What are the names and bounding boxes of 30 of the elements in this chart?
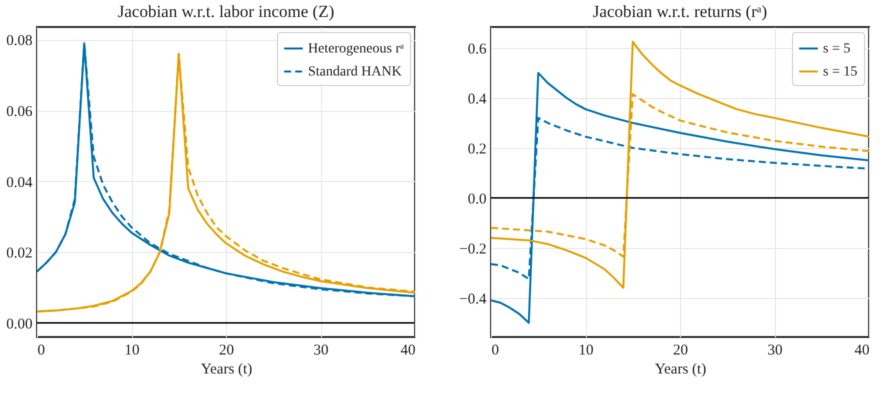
y-tick-label: 0.00 xyxy=(6,316,32,332)
y-tick-label: −0.2 xyxy=(459,241,486,258)
legend-label: s = 5 xyxy=(823,42,850,56)
line-series xyxy=(491,40,869,289)
legend-label: Standard HANK xyxy=(308,64,402,80)
y-tick-label: 0.2 xyxy=(468,141,486,158)
x-tick-label: 10 xyxy=(578,342,594,358)
x-axis-title: Years (t) xyxy=(654,362,706,378)
x-tick-label: 40 xyxy=(854,342,870,358)
x-tick-label: 0 xyxy=(492,342,499,358)
chart-title: Jacobian w.r.t. returns (rᵃ) xyxy=(592,2,768,21)
y-tick-label: 0.6 xyxy=(468,41,487,58)
x-tick-label: 40 xyxy=(400,342,416,358)
y-tick-label: 0.04 xyxy=(6,174,33,191)
y-tick-label: 0.06 xyxy=(6,104,33,120)
y-tick-label: 0.02 xyxy=(6,246,32,262)
y-tick-label: 0.4 xyxy=(468,91,487,108)
legend-label: s = 15 xyxy=(823,64,858,80)
legend-label: Heterogeneous rᵃ xyxy=(308,42,404,56)
x-tick-label: 30 xyxy=(314,342,328,358)
x-tick-label: 20 xyxy=(219,342,234,358)
chart-title: Jacobian w.r.t. labor income (Z) xyxy=(118,2,334,21)
y-tick-label: −0.4 xyxy=(459,291,487,308)
y-tick-label: 0.08 xyxy=(6,33,32,50)
x-tick-label: 0 xyxy=(38,342,45,358)
y-tick-label: 0.0 xyxy=(468,191,486,208)
x-tick-label: 20 xyxy=(673,342,688,358)
x-axis-title: Years (t) xyxy=(200,362,252,378)
x-tick-label: 30 xyxy=(768,342,782,358)
x-tick-label: 10 xyxy=(124,342,140,358)
